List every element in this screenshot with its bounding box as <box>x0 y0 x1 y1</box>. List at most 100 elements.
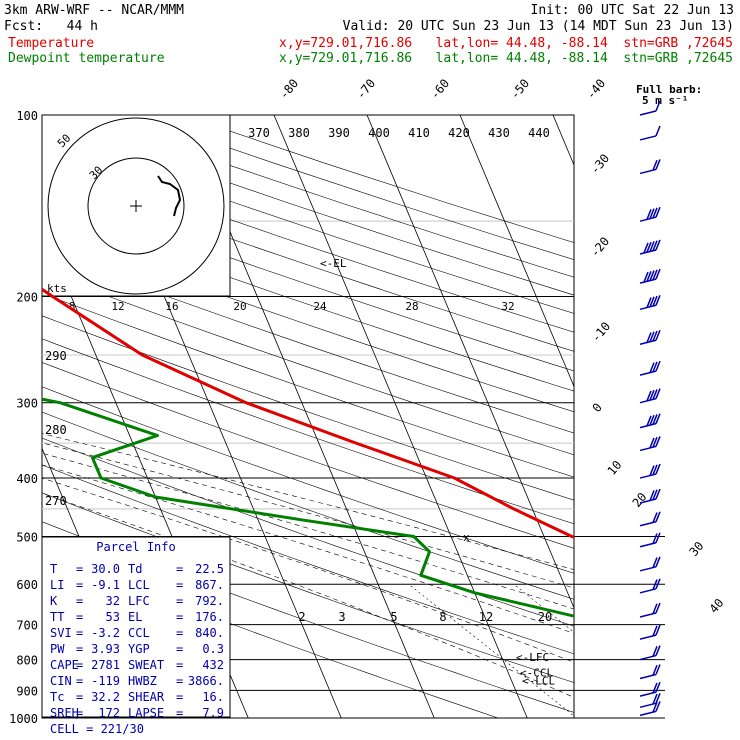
wind-barb-flag <box>649 208 655 219</box>
wind-barb <box>639 239 661 255</box>
parcel-info-cell: CAPE <box>50 658 79 672</box>
parcel-info-cell: 432 <box>202 658 224 672</box>
moist-adiabat-line <box>42 452 574 610</box>
parcel-info-cell: T <box>50 562 57 576</box>
wind-barb-flag <box>652 693 658 705</box>
wind-barb <box>639 125 661 141</box>
wind-barb-flag <box>652 361 658 373</box>
parcel-info-eq: = <box>76 626 83 640</box>
wind-barb <box>639 681 661 697</box>
wind-barb <box>639 268 661 284</box>
wind-barb-flag <box>655 701 661 712</box>
parcel-info-cell-motion: CELL = 221/30 <box>50 722 144 736</box>
dry-adiabat-line <box>42 250 574 434</box>
wind-barb-flag <box>655 125 661 137</box>
wind-barb-flag <box>652 207 658 219</box>
parcel-info-cell: LAPSE <box>128 706 164 720</box>
speed-tick-label: 20 <box>233 300 246 313</box>
parcel-info-cell: CIN <box>50 674 72 688</box>
wind-barb-flag <box>652 557 658 568</box>
mixing-ratio-line <box>408 583 574 717</box>
speed-tick-label: 32 <box>501 300 514 313</box>
wind-barb-flag <box>649 414 655 426</box>
wind-barb-flag <box>652 489 658 501</box>
isotherm-label: 40 <box>707 596 727 616</box>
pressure-tick-label: 600 <box>16 578 38 592</box>
wind-barb-flag <box>652 646 658 657</box>
level-marker-ccl: <-CCL <box>520 666 553 679</box>
wind-barb-flag <box>652 603 658 615</box>
parcel-info-eq: = <box>176 610 183 624</box>
wind-barb <box>639 578 661 594</box>
parcel-info-eq: = <box>76 594 83 608</box>
dry-adiabat-line <box>42 338 574 525</box>
wind-barb <box>639 602 661 618</box>
wind-barb-flag <box>652 464 658 476</box>
isotherm-line <box>273 115 528 718</box>
dewpoint-profile-line <box>42 397 574 618</box>
parcel-info-cell: 22.5 <box>195 562 224 576</box>
parcel-info-cell: 53 <box>106 610 120 624</box>
parcel-info-cell: YGP <box>128 642 150 656</box>
parcel-info-cell: 840. <box>195 626 224 640</box>
theta-e-label: 380 <box>288 126 310 140</box>
dry-adiabat-label: 270 <box>45 494 67 508</box>
wind-barb-flag <box>643 242 649 254</box>
wind-barb-flag <box>649 389 655 401</box>
wind-barb-flag <box>652 701 658 713</box>
wind-barb-flag <box>655 329 661 341</box>
parcel-info-eq: = <box>76 658 83 672</box>
level-marker-el: <-EL <box>320 257 347 270</box>
mixing-ratio-label: 5 <box>390 610 397 624</box>
moist-adiabat-line <box>42 442 574 589</box>
isotherm-line <box>646 115 740 718</box>
wind-barb-flag <box>646 297 652 308</box>
forecast-hour: Fcst: 44 h <box>4 19 98 34</box>
theta-e-label: 440 <box>528 126 550 140</box>
parcel-info-title: Parcel Info <box>96 540 175 554</box>
temperature-legend-info: x,y=729.01,716.86 lat,lon= 44.48, -88.14… <box>279 36 733 51</box>
isotherm-label: -10 <box>589 319 614 345</box>
valid-time: Valid: 20 UTC Sun 23 Jun 13 (14 MDT Sun … <box>343 19 734 34</box>
parcel-info-eq: = <box>176 578 183 592</box>
wind-barb <box>639 360 661 376</box>
theta-e-label: 370 <box>248 126 270 140</box>
parcel-info-cell: K <box>50 594 58 608</box>
wind-barb <box>639 511 661 527</box>
wind-barb-flag <box>655 556 661 568</box>
wind-barb-flag <box>652 579 658 590</box>
pressure-tick-label: 400 <box>16 472 38 486</box>
wind-barb-flag <box>646 209 652 220</box>
hodograph-unit-label: kts <box>47 282 67 295</box>
pressure-tick-label: 700 <box>16 619 38 633</box>
wind-barb-flag <box>649 270 655 281</box>
parcel-info-eq: = <box>176 626 183 640</box>
wind-barb-flag <box>649 241 655 252</box>
theta-e-label: 410 <box>408 126 430 140</box>
wind-barb-flag <box>646 415 652 427</box>
wind-barb-flag <box>655 602 661 614</box>
parcel-info-cell: 32 <box>106 594 120 608</box>
wind-barb <box>639 329 661 345</box>
parcel-info-eq: = <box>76 706 83 720</box>
theta-e-label: 400 <box>368 126 390 140</box>
wind-barb-flag <box>646 271 652 282</box>
parcel-info-cell: 30.0 <box>91 562 120 576</box>
wind-barb <box>639 701 661 717</box>
wind-barb-flag <box>655 578 661 590</box>
hodograph-ring-50 <box>47 117 225 295</box>
parcel-info-eq: = <box>176 658 183 672</box>
speed-tick-label: 12 <box>111 300 124 313</box>
isotherm-label: 20 <box>630 490 650 510</box>
parcel-info-cell: CCL <box>128 626 150 640</box>
wind-barb <box>639 206 661 222</box>
parcel-info-eq: = <box>76 578 83 592</box>
parcel-info-cell: EL <box>128 610 142 624</box>
wind-barb-flag <box>655 360 661 372</box>
parcel-info-cell: -9.1 <box>91 578 120 592</box>
isotherm-label: -30 <box>588 151 613 177</box>
wind-barb-legend-title: Full barb: <box>636 83 702 96</box>
speed-tick-label: 8 <box>69 300 76 313</box>
wind-barb <box>639 488 661 504</box>
